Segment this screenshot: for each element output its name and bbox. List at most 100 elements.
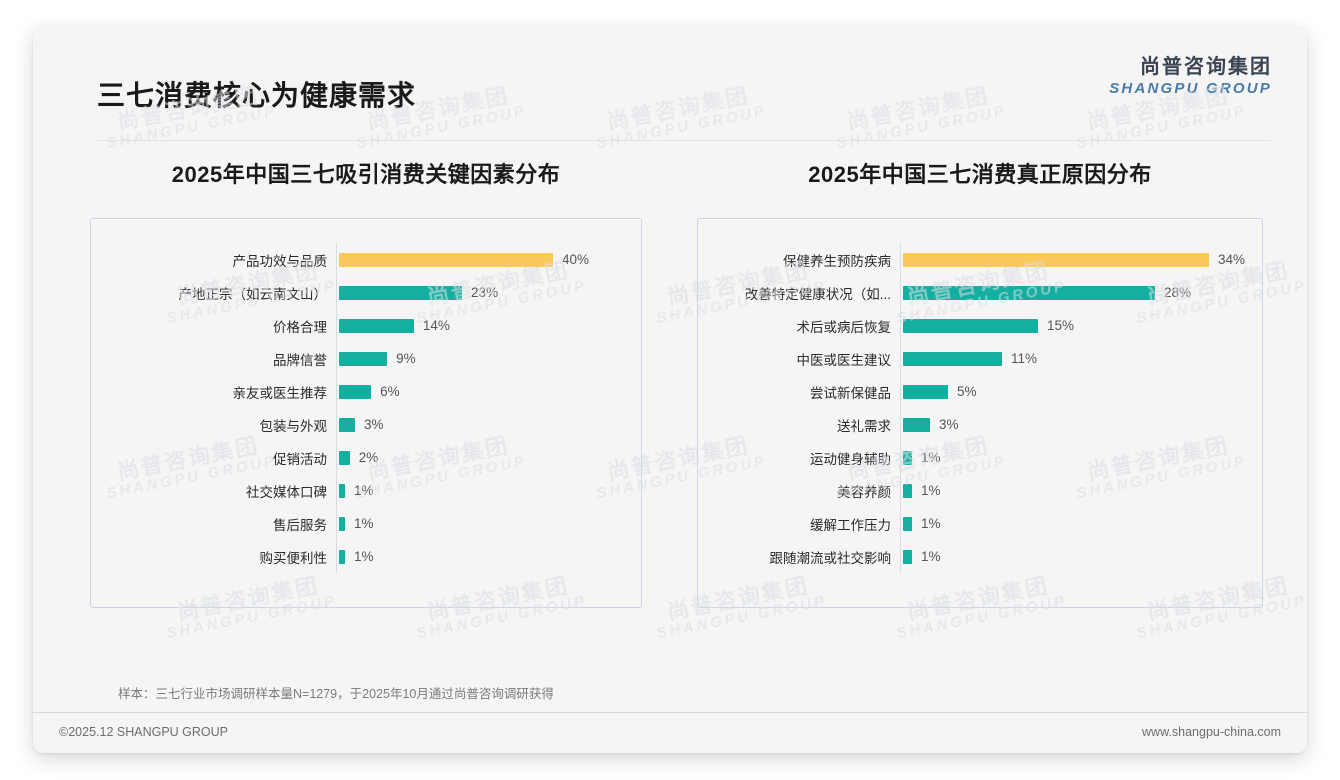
- bar-row: 促销活动 2%: [91, 441, 641, 474]
- bar-category-label: 产地正宗（如云南文山）: [178, 286, 328, 302]
- bar-value-label: 9%: [396, 351, 416, 366]
- bar-category-label: 跟随潮流或社交影响: [769, 550, 892, 566]
- bar: [903, 450, 912, 465]
- header-divider: [97, 140, 1271, 141]
- bar-value-label: 1%: [354, 549, 374, 564]
- bar-value-label: 3%: [939, 417, 959, 432]
- bar-category-label: 改善特定健康状况（如...: [744, 286, 891, 302]
- bar-category-label: 送礼需求: [837, 418, 891, 434]
- bar-track: 40%: [336, 243, 641, 276]
- bar-row: 运动健身辅助 1%: [698, 441, 1262, 474]
- bar: [903, 483, 912, 498]
- bar-category-label: 售后服务: [273, 517, 327, 533]
- footer-copyright: ©2025.12 SHANGPU GROUP: [59, 725, 228, 739]
- bar-track: 5%: [900, 375, 1262, 408]
- bar-category-label: 美容养颜: [837, 484, 891, 500]
- page-title: 三七消费核心为健康需求: [97, 80, 417, 111]
- bar-value-label: 1%: [921, 483, 941, 498]
- bar-category-label: 购买便利性: [259, 550, 328, 566]
- brand-logo: 尚普咨询集团 SHANGPU GROUP: [1109, 57, 1272, 96]
- bar-track: 1%: [336, 474, 641, 507]
- bar-value-label: 1%: [921, 516, 941, 531]
- bar-row: 产地正宗（如云南文山） 23%: [91, 276, 641, 309]
- bar: [903, 417, 930, 432]
- bar-category-label: 中医或医生建议: [796, 352, 892, 368]
- bar-track: 1%: [336, 540, 641, 573]
- bar-highlight: [903, 252, 1209, 267]
- bar-category-label: 运动健身辅助: [810, 451, 891, 467]
- bar: [903, 384, 948, 399]
- bar: [339, 483, 345, 498]
- bar-track: 23%: [336, 276, 641, 309]
- bar-track: 3%: [900, 408, 1262, 441]
- bar-category-label: 产品功效与品质: [232, 253, 328, 269]
- bar: [339, 417, 356, 432]
- bar-value-label: 6%: [380, 384, 400, 399]
- bar-value-label: 14%: [422, 318, 450, 333]
- bar: [339, 450, 350, 465]
- sample-footnote: 样本：三七行业市场调研样本量N=1279，于2025年10月通过尚普咨询调研获得: [118, 687, 554, 701]
- bar-category-label: 缓解工作压力: [810, 517, 891, 533]
- chart-panel-right: 2025年中国三七消费真正原因分布 保健养生预防疾病 34% 改善特定健康状况（如.…: [697, 157, 1263, 608]
- bar-row: 美容养颜 1%: [698, 474, 1262, 507]
- bar: [339, 516, 345, 531]
- bar-track: 28%: [900, 276, 1262, 309]
- bar-value-label: 15%: [1047, 318, 1075, 333]
- bar-value-label: 1%: [354, 483, 374, 498]
- bar-value-label: 1%: [921, 450, 941, 465]
- bar-category-label: 亲友或医生推荐: [232, 385, 328, 401]
- bar-track: 34%: [900, 243, 1262, 276]
- bar-value-label: 2%: [358, 450, 379, 465]
- chart-frame-right: 保健养生预防疾病 34% 改善特定健康状况（如... 28% 术后或病后恢复 15% 中医或…: [697, 218, 1263, 608]
- bar-track: 1%: [900, 507, 1262, 540]
- bar-track: 1%: [900, 474, 1262, 507]
- bar-track: 9%: [336, 342, 641, 375]
- slide-card: 尚普咨询集团 SHANGPU GROUP 尚普咨询集团 SHANGPU GROUP 尚普…: [33, 27, 1307, 753]
- bar-row: 亲友或医生推荐 6%: [91, 375, 641, 408]
- chart-panel-left: 2025年中国三七吸引消费关键因素分布 产品功效与品质 40% 产地正宗（如云南文山…: [90, 157, 642, 608]
- bar-track: 11%: [900, 342, 1262, 375]
- bar: [903, 318, 1038, 333]
- chart-frame-left: 产品功效与品质 40% 产地正宗（如云南文山） 23% 价格合理 14% 品牌信誉 9% 亲友或…: [90, 218, 642, 608]
- bar-category-label: 术后或病后恢复: [796, 319, 892, 335]
- bar-category-label: 价格合理: [273, 319, 327, 335]
- bar-row: 改善特定健康状况（如... 28%: [698, 276, 1262, 309]
- bar-track: 15%: [900, 309, 1262, 342]
- bar-row: 跟随潮流或社交影响 1%: [698, 540, 1262, 573]
- bar-row: 产品功效与品质 40%: [91, 243, 641, 276]
- footer-website[interactable]: www.shangpu-china.com: [1142, 725, 1281, 739]
- chart-title-right: 2025年中国三七消费真正原因分布: [808, 162, 1152, 187]
- bar-row: 缓解工作压力 1%: [698, 507, 1262, 540]
- bar-value-label: 5%: [957, 384, 977, 399]
- bar-row: 中医或医生建议 11%: [698, 342, 1262, 375]
- bar: [339, 384, 372, 399]
- bar-highlight: [339, 252, 553, 267]
- bar-row: 包装与外观 3%: [91, 408, 641, 441]
- logo-chinese-text: 尚普咨询集团: [1140, 56, 1272, 78]
- bar-row: 保健养生预防疾病 34%: [698, 243, 1262, 276]
- bar: [339, 285, 463, 300]
- bar-track: 1%: [900, 540, 1262, 573]
- bar-track: 6%: [336, 375, 641, 408]
- bar-track: 14%: [336, 309, 641, 342]
- bar-value-label: 3%: [364, 417, 384, 432]
- bar-value-label: 34%: [1218, 252, 1246, 267]
- bar: [339, 549, 345, 564]
- bar-list-left: 产品功效与品质 40% 产地正宗（如云南文山） 23% 价格合理 14% 品牌信誉 9% 亲友或…: [91, 243, 641, 573]
- bar-category-label: 促销活动: [273, 451, 327, 467]
- bar-row: 售后服务 1%: [91, 507, 641, 540]
- bar: [903, 351, 1002, 366]
- bar-category-label: 保健养生预防疾病: [783, 253, 891, 269]
- chart-title-left: 2025年中国三七吸引消费关键因素分布: [171, 162, 561, 187]
- bar-value-label: 40%: [562, 252, 590, 267]
- bar-track: 1%: [336, 507, 641, 540]
- bar-value-label: 1%: [921, 549, 941, 564]
- slide-header: 三七消费核心为健康需求 尚普咨询集团 SHANGPU GROUP: [33, 27, 1307, 141]
- bar: [339, 318, 414, 333]
- bar-track: 1%: [900, 441, 1262, 474]
- bar-row: 尝试新保健品 5%: [698, 375, 1262, 408]
- bar-category-label: 社交媒体口碑: [246, 484, 327, 500]
- bar: [903, 549, 912, 564]
- bar-track: 2%: [336, 441, 641, 474]
- bar-category-label: 尝试新保健品: [810, 385, 891, 401]
